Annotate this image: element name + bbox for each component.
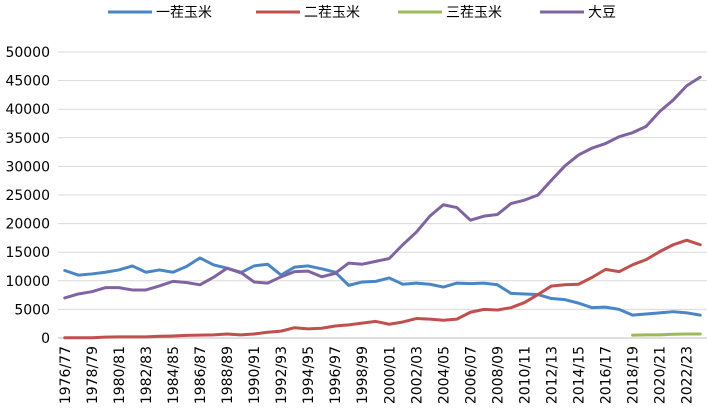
y-tick-label: 25000 xyxy=(5,188,50,204)
x-tick-label: 2020/21 xyxy=(653,346,669,404)
gridlines xyxy=(58,51,707,339)
y-tick-label: 35000 xyxy=(5,131,50,147)
x-tick-label: 2006/07 xyxy=(463,346,479,404)
x-tick-label: 1992/93 xyxy=(274,346,290,404)
series-line-0 xyxy=(63,256,702,317)
x-tick-label: 1990/91 xyxy=(247,346,263,404)
x-tick-label: 1982/83 xyxy=(139,346,155,404)
legend-label-1: 二茬玉米 xyxy=(304,5,360,21)
x-tick-label: 2012/13 xyxy=(545,346,561,404)
x-tick-label: 2014/15 xyxy=(572,346,588,404)
legend: 一茬玉米 二茬玉米 三茬玉米 大豆 xyxy=(108,5,616,21)
y-axis: 0 5000 10000 15000 20000 25000 30000 35000 40000… xyxy=(5,45,50,347)
x-tick-label: 2004/05 xyxy=(436,346,452,404)
y-tick-label: 20000 xyxy=(5,217,50,233)
x-tick-label: 2022/23 xyxy=(680,346,696,404)
series-lines xyxy=(63,75,702,340)
x-tick-label: 2002/03 xyxy=(409,346,425,404)
x-axis: 1976/77 1978/79 1980/81 1982/83 1984/85 1986/… xyxy=(58,337,707,404)
y-tick-label: 30000 xyxy=(5,159,50,175)
legend-label-2: 三茬玉米 xyxy=(446,5,502,21)
series-line-3 xyxy=(63,75,702,300)
y-tick-label: 10000 xyxy=(5,274,50,290)
x-tick-label: 1988/89 xyxy=(220,346,236,404)
y-tick-label: 15000 xyxy=(5,245,50,261)
legend-label-0: 一茬玉米 xyxy=(156,5,212,21)
y-tick-label: 50000 xyxy=(5,45,50,61)
x-tick-label: 1994/95 xyxy=(301,346,317,404)
legend-label-3: 大豆 xyxy=(588,5,616,21)
x-tick-label: 2000/01 xyxy=(382,346,398,404)
series-line-1 xyxy=(63,238,702,340)
x-tick-label: 1986/87 xyxy=(193,346,209,404)
x-tick-label: 1998/99 xyxy=(355,346,371,404)
y-tick-label: 45000 xyxy=(5,74,50,90)
x-tick-label: 1978/79 xyxy=(85,346,101,404)
x-tick-label: 1980/81 xyxy=(112,346,128,404)
y-tick-label: 40000 xyxy=(5,102,50,118)
y-tick-label: 5000 xyxy=(14,302,50,318)
x-tick-label: 1996/97 xyxy=(328,346,344,404)
x-tick-label: 2010/11 xyxy=(517,346,533,404)
x-tick-label: 2018/19 xyxy=(626,346,642,404)
series-line-2 xyxy=(631,332,702,337)
x-tick-label: 2016/17 xyxy=(599,346,615,404)
x-tick-label: 2008/09 xyxy=(490,346,506,404)
x-tick-label: 1984/85 xyxy=(166,346,182,404)
y-tick-label: 0 xyxy=(41,331,50,347)
x-tick-label: 1976/77 xyxy=(58,346,74,404)
